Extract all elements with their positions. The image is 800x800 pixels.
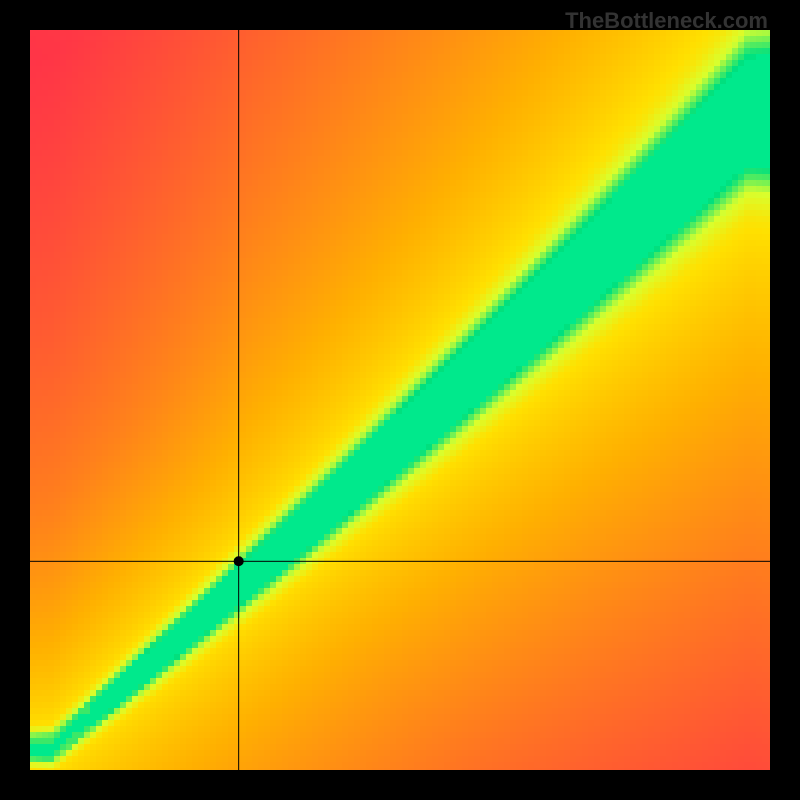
bottleneck-heatmap (0, 0, 800, 800)
watermark-text: TheBottleneck.com (565, 8, 768, 34)
chart-container: TheBottleneck.com (0, 0, 800, 800)
